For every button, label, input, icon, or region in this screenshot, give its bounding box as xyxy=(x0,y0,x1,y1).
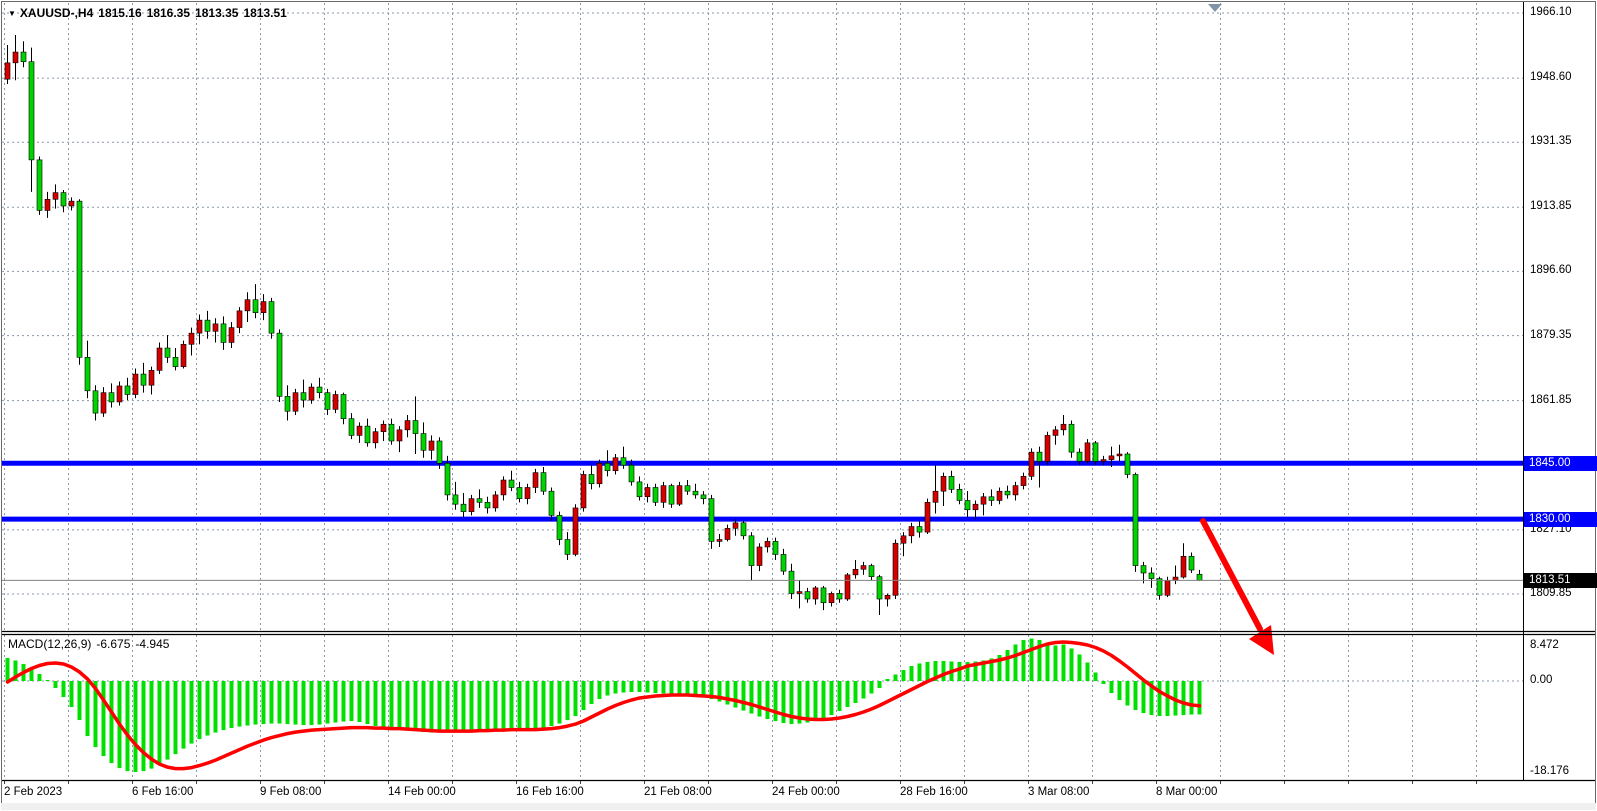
macd-axis-zero: 0.00 xyxy=(1530,674,1553,686)
down-arrow-shaft[interactable] xyxy=(1200,518,1263,632)
time-axis-label: 14 Feb 00:00 xyxy=(388,786,456,798)
macd-indicator-label: MACD(12,26,9) -6.675 -4.945 xyxy=(8,637,174,651)
title-close-value: 1813.51 xyxy=(243,6,287,20)
price-axis-label: 1809.85 xyxy=(1530,587,1572,599)
macd-name: MACD(12,26,9) xyxy=(8,637,92,651)
time-axis-label: 6 Feb 16:00 xyxy=(132,786,194,798)
grid-layer xyxy=(2,3,1523,784)
down-arrow-head[interactable] xyxy=(1249,625,1274,655)
chart-shift-marker-icon[interactable] xyxy=(1208,4,1222,12)
chart-title: ▼ XAUUSD-,H4 1815.16 1816.35 1813.35 1813.51 xyxy=(8,6,292,20)
time-axis-label: 3 Mar 08:00 xyxy=(1028,786,1090,798)
price-axis-label: 1948.60 xyxy=(1530,71,1572,84)
price-axis-label: 1879.35 xyxy=(1530,328,1572,341)
title-high-value: 1816.35 xyxy=(146,6,191,20)
current-price-badge: 1813.51 xyxy=(1524,572,1597,588)
macd-axis-min: -18.176 xyxy=(1530,765,1570,777)
price-badge-1845.00: 1845.00 xyxy=(1524,455,1597,471)
time-axis-label: 9 Feb 08:00 xyxy=(260,786,322,798)
horizontal-lines-layer xyxy=(2,460,1523,522)
price-badge-1830.00: 1830.00 xyxy=(1524,511,1597,527)
time-axis-label: 21 Feb 08:00 xyxy=(644,786,712,798)
time-axis-label: 8 Mar 00:00 xyxy=(1156,786,1218,798)
time-axis-label: 28 Feb 16:00 xyxy=(900,786,968,798)
symbol-dropdown-icon[interactable]: ▼ xyxy=(8,9,16,18)
price-axis-label: 1913.85 xyxy=(1530,200,1572,213)
macd-signal-line xyxy=(5,640,1202,771)
price-axis-label: 1896.60 xyxy=(1530,264,1572,277)
macd-main-value: -6.675 xyxy=(96,637,131,651)
macd-axis-max: 8.472 xyxy=(1530,639,1559,651)
time-axis-label: 2 Feb 2023 xyxy=(4,786,63,798)
price-axis-label: 1966.10 xyxy=(1530,6,1572,18)
time-axis-label: 24 Feb 00:00 xyxy=(772,786,840,798)
price-axis-label: 1931.35 xyxy=(1530,135,1572,148)
title-low-value: 1813.35 xyxy=(195,6,239,20)
bottom-strip xyxy=(1,803,1596,810)
time-axis-label: 16 Feb 16:00 xyxy=(516,786,584,798)
macd-layer xyxy=(5,638,1202,773)
arrow-annotation xyxy=(1200,518,1274,655)
price-axis-label: 1861.85 xyxy=(1530,393,1572,406)
symbol-period-label: XAUUSD-,H4 xyxy=(19,6,94,20)
title-open-value: 1815.16 xyxy=(98,6,142,20)
candles-layer xyxy=(4,34,1203,616)
macd-signal-value: -4.945 xyxy=(135,637,170,651)
